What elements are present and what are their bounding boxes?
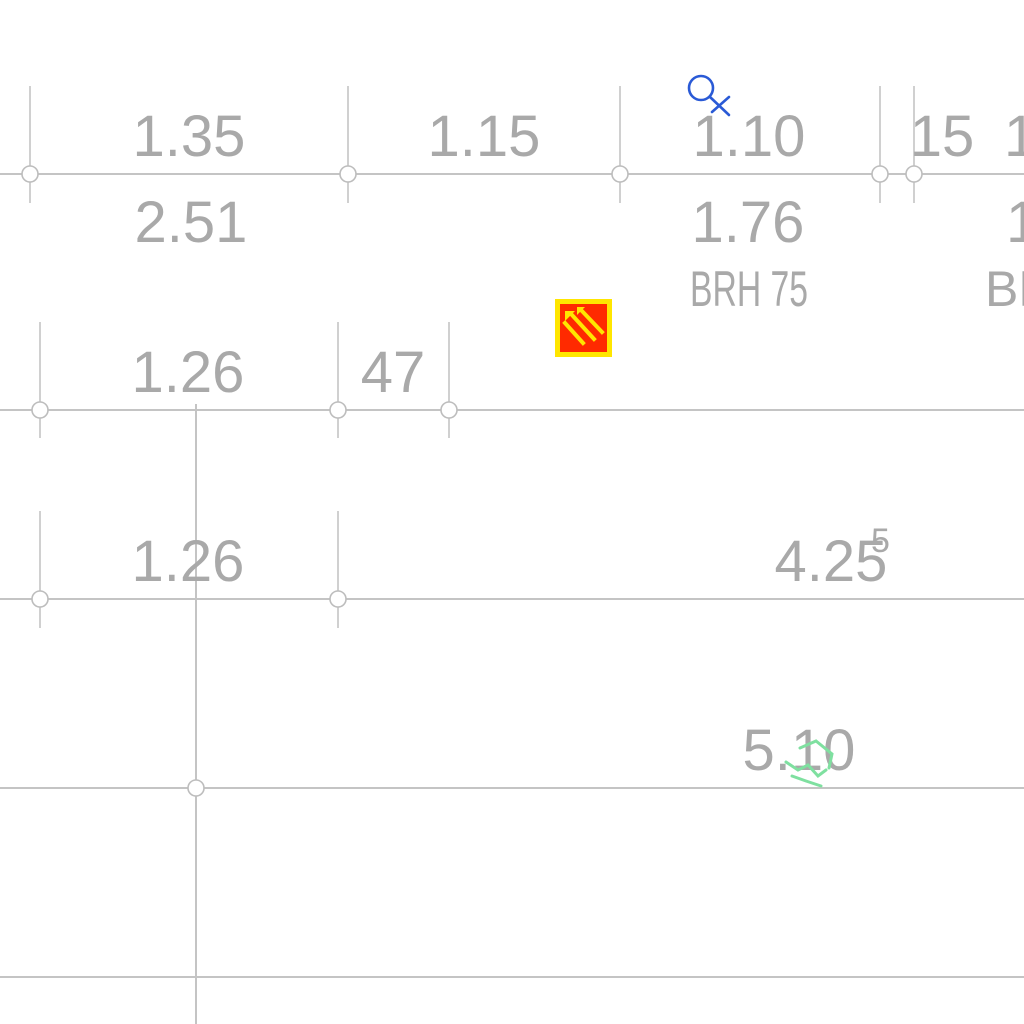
- dim-row1-1: 1.35: [133, 104, 246, 169]
- dim-row5-1: 5.10: [743, 718, 856, 783]
- brh-label-1: BRH 75: [690, 261, 808, 317]
- dim-row2-3: 1: [1006, 190, 1024, 255]
- dim-row1-3: 1.10: [693, 104, 806, 169]
- dimension-chain-row5: [0, 779, 1024, 797]
- dim-row3-1: 1.26: [132, 340, 245, 405]
- dim-row1-4: 15: [910, 104, 975, 169]
- dim-row2-1: 2.51: [135, 190, 248, 255]
- dimension-chain-row4: [0, 511, 1024, 628]
- green-annotation-icon[interactable]: [784, 739, 834, 788]
- dim-row4-2-superscript: 5: [871, 522, 890, 560]
- dimension-chain-row1: [0, 86, 1024, 203]
- dim-row4-2: 4.25: [775, 529, 888, 594]
- dim-row1-5: 1: [1004, 104, 1024, 169]
- warning-tile-icon[interactable]: [555, 299, 612, 357]
- snap-cursor-icon: [687, 74, 731, 117]
- brh-label-2: BR: [985, 261, 1024, 317]
- dim-row1-2: 1.15: [428, 104, 541, 169]
- dimension-chain-row3: [0, 322, 1024, 438]
- dim-row3-2: 47: [361, 340, 426, 405]
- dim-row2-2: 1.76: [692, 190, 805, 255]
- dim-row4-1: 1.26: [132, 529, 245, 594]
